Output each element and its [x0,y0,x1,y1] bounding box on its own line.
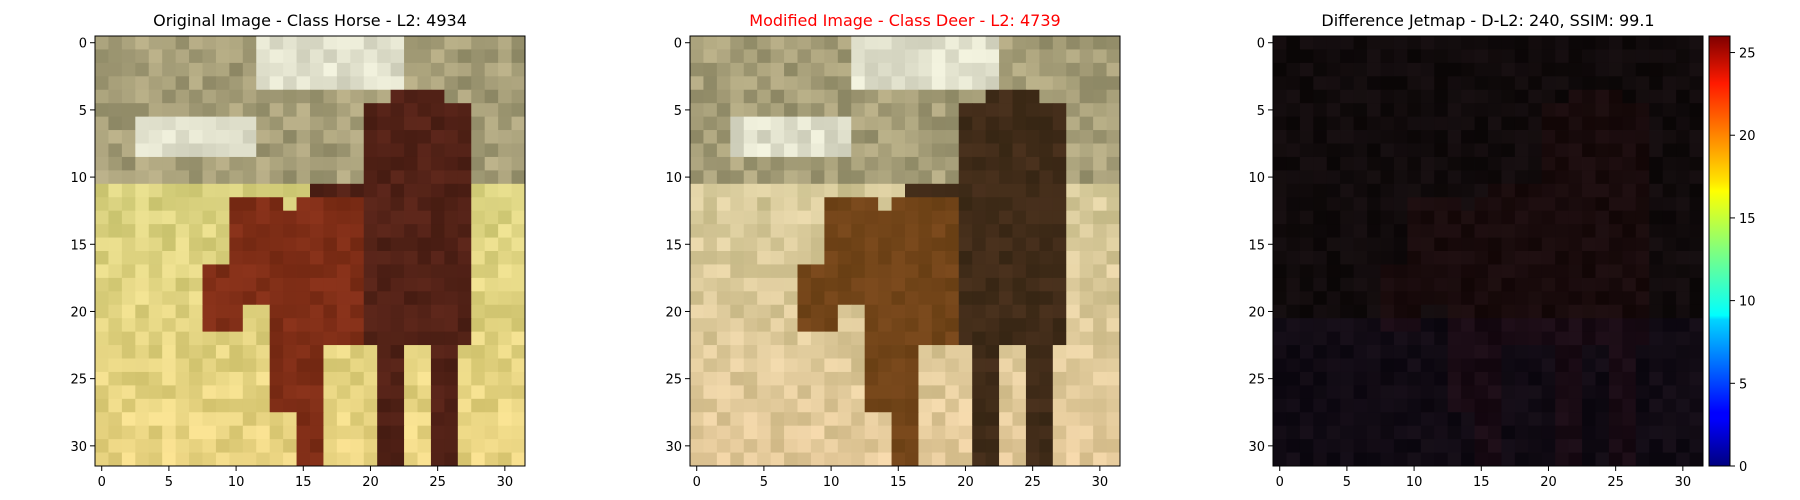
image-pixels [690,36,1121,467]
y-tick-label: 20 [1248,305,1265,320]
x-tick-label: 15 [295,475,312,490]
y-tick-label: 30 [70,440,87,455]
y-tick-label: 5 [79,104,87,119]
chart-title: Modified Image - Class Deer - L2: 4739 [749,11,1060,30]
x-tick-label: 0 [693,475,701,490]
x-tick-label: 15 [890,475,907,490]
chart-panel-1: Original Image - Class Horse - L2: 4934 0… [70,11,526,490]
x-tick-label: 5 [760,475,768,490]
y-tick-label: 5 [1257,104,1265,119]
y-tick-label: 25 [1248,373,1265,388]
axes-frame [689,35,1121,467]
x-tick-label: 20 [1540,475,1557,490]
y-tick-label: 25 [70,373,87,388]
y-tick-label: 25 [665,373,682,388]
colorbar-tick-label: 20 [1739,129,1756,144]
colorbar-gradient [1708,35,1731,467]
x-tick-label: 10 [823,475,840,490]
chart-panel-2: Modified Image - Class Deer - L2: 4739 0 5… [665,11,1121,490]
y-tick-label: 15 [665,238,682,253]
axes-frame [94,35,526,467]
y-tick-label: 15 [70,238,87,253]
y-tick-label: 10 [70,171,87,186]
y-tick-label: 0 [1257,37,1265,52]
y-tick-label: 5 [674,104,682,119]
y-tick-label: 30 [665,440,682,455]
chart-title: Difference Jetmap - D-L2: 240, SSIM: 99.… [1321,11,1654,30]
y-tick-label: 0 [674,37,682,52]
x-tick-label: 25 [1024,475,1041,490]
chart-title: Original Image - Class Horse - L2: 4934 [153,11,467,30]
x-tick-label: 5 [1343,475,1351,490]
colorbar-tick-label: 5 [1739,377,1747,392]
y-tick-label: 0 [79,37,87,52]
y-tick-label: 20 [665,305,682,320]
y-tick-label: 30 [1248,440,1265,455]
colorbar: 0 5 10 15 20 25 [1708,35,1756,475]
colorbar-tick-label: 10 [1739,295,1756,310]
x-tick-label: 5 [165,475,173,490]
x-tick-label: 10 [1406,475,1423,490]
x-tick-label: 15 [1473,475,1490,490]
chart-panel-3: Difference Jetmap - D-L2: 240, SSIM: 99.… [1248,11,1755,490]
colorbar-tick-label: 15 [1739,212,1756,227]
x-tick-label: 0 [1276,475,1284,490]
x-tick-label: 10 [228,475,245,490]
y-tick-label: 20 [70,305,87,320]
x-tick-label: 25 [429,475,446,490]
image-pixels [95,36,526,467]
y-tick-label: 10 [1248,171,1265,186]
x-tick-label: 30 [1092,475,1109,490]
x-tick-label: 25 [1607,475,1624,490]
y-tick-label: 10 [665,171,682,186]
x-tick-label: 30 [497,475,514,490]
y-tick-label: 15 [1248,238,1265,253]
image-pixels [1273,36,1704,467]
x-tick-label: 30 [1675,475,1692,490]
x-tick-label: 20 [957,475,974,490]
x-tick-label: 20 [362,475,379,490]
x-tick-label: 0 [98,475,106,490]
colorbar-tick-label: 25 [1739,47,1756,62]
axes-frame [1272,35,1704,467]
colorbar-tick-label: 0 [1739,460,1747,475]
